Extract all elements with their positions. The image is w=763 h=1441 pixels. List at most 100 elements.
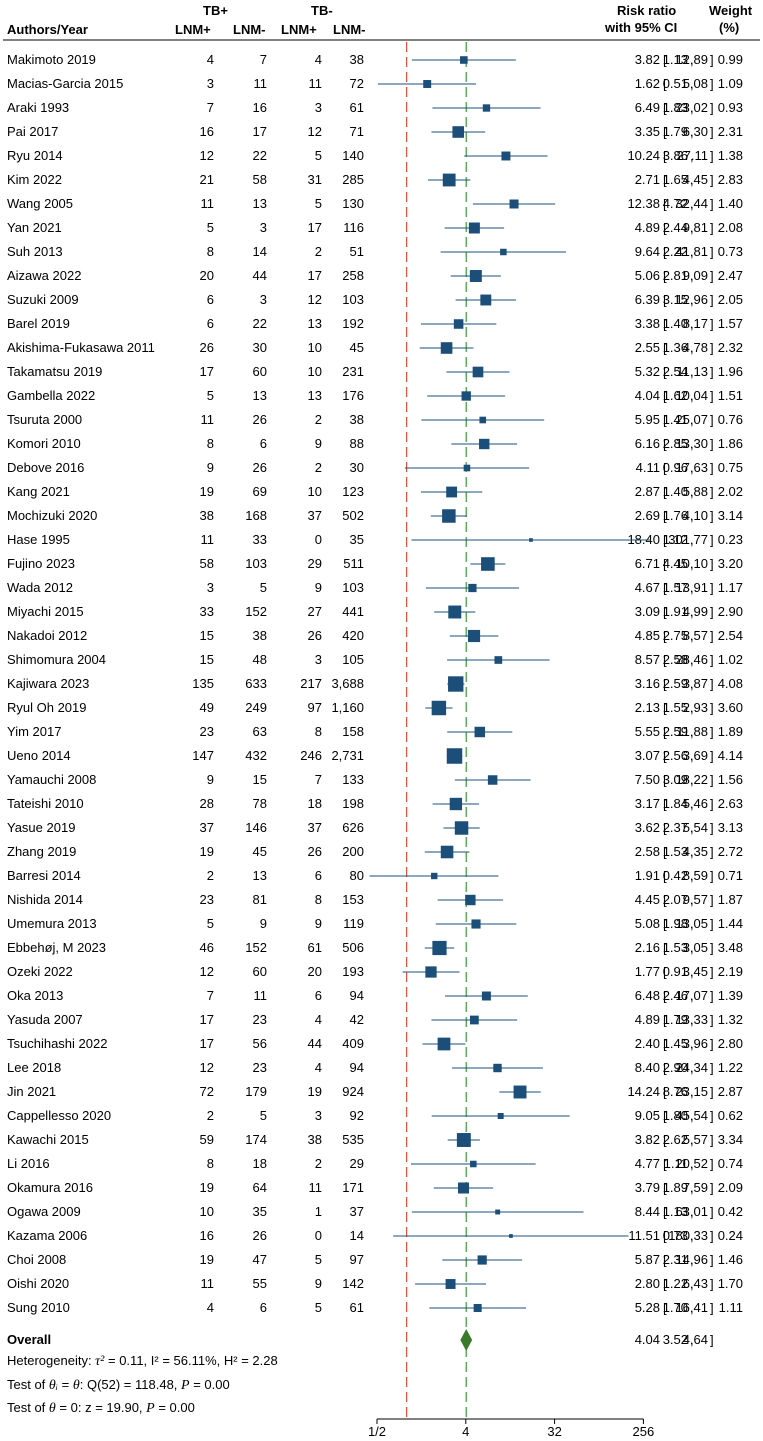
risk-ratio-value: 5.55: [634, 724, 660, 739]
study-row: Choi 2008 19 47 5 97 5.87 2.31 14.96 1.46: [0, 1249, 763, 1271]
study-row: Yamauchi 2008 9 15 7 133 7.50 3.09 18.22 1.56: [0, 769, 763, 791]
weight-value: 2.72: [717, 844, 743, 859]
risk-ratio-value: 2.80: [634, 1276, 660, 1291]
tb-neg-lnm-neg-count: 97: [349, 1252, 364, 1267]
tb-pos-lnm-neg-count: 22: [252, 316, 267, 331]
tb-neg-lnm-pos-count: 20: [307, 964, 322, 979]
ci-close-bracket: ]: [710, 1229, 714, 1244]
ci-upper-value: 13.30: [675, 436, 708, 451]
ci-close-bracket: ]: [710, 173, 714, 188]
study-author: Pai 2017: [7, 124, 59, 139]
ci-open-bracket: [: [663, 389, 667, 404]
ci-lower-value: 1.62: [662, 388, 688, 403]
ci-open-bracket: [: [663, 1085, 667, 1100]
tb-neg-lnm-pos-count: 38: [307, 1132, 322, 1147]
tb-pos-lnm-pos-count: 28: [199, 796, 214, 811]
weight-value: 4.14: [717, 748, 743, 763]
study-author: Ozeki 2022: [7, 964, 73, 979]
tb-neg-lnm-pos-count: 19: [307, 1084, 322, 1099]
tb-neg-lnm-neg-count: 123: [342, 484, 364, 499]
tb-pos-lnm-pos-count: 59: [199, 1132, 214, 1147]
study-row: Komori 2010 8 6 9 88 6.16 2.85 13.30 1.86: [0, 433, 763, 455]
study-row: Nishida 2014 23 81 8 153 4.45 2.07 9.57 1.87: [0, 889, 763, 911]
ci-comma: ,: [690, 629, 694, 644]
ci-open-bracket: [: [663, 629, 667, 644]
tb-neg-lnm-neg-count: 45: [349, 340, 364, 355]
tb-pos-lnm-neg-count: 81: [252, 892, 267, 907]
ci-close-bracket: ]: [710, 557, 714, 572]
study-author: Tsuchihashi 2022: [7, 1036, 108, 1051]
tb-neg-lnm-neg-count: 153: [342, 892, 364, 907]
ci-lower-value: 1.45: [662, 1036, 688, 1051]
ci-close-bracket: ]: [710, 245, 714, 260]
tb-neg-lnm-neg-count: 80: [349, 868, 364, 883]
tb-pos-lnm-pos-count: 7: [206, 988, 214, 1003]
ci-upper-value: 5.88: [682, 484, 708, 499]
tb-pos-lnm-neg-count: 64: [252, 1180, 267, 1195]
ci-close-bracket: ]: [710, 893, 714, 908]
tb-neg-lnm-neg-count: 1,160: [331, 700, 364, 715]
study-row: Barresi 2014 2 13 6 80 1.91 0.42 8.59 0.71: [0, 865, 763, 887]
tb-neg-lnm-pos-count: 2: [314, 244, 322, 259]
tb-pos-lnm-neg-count: 179: [245, 1084, 267, 1099]
risk-ratio-value: 5.08: [634, 916, 660, 931]
study-row: Kazama 2006 16 26 0 14 11.51 0.73 180.33 0.24: [0, 1225, 763, 1247]
tb-pos-lnm-pos-count: 5: [206, 388, 214, 403]
ci-lower-value: 3.86: [662, 148, 688, 163]
overall-row: Overall 4.04 3.52 4.64: [0, 1329, 763, 1351]
tb-neg-lnm-neg-count: 38: [349, 412, 364, 427]
tb-neg-lnm-neg-count: 92: [349, 1108, 364, 1123]
tb-pos-lnm-pos-count: 16: [199, 124, 214, 139]
study-marker: [493, 1063, 502, 1073]
study-marker: [454, 821, 469, 835]
tb-pos-lnm-neg-count: 22: [252, 148, 267, 163]
study-marker: [463, 464, 471, 472]
ci-comma: ,: [690, 1085, 694, 1100]
weight-value: 3.13: [717, 820, 743, 835]
study-row: Aizawa 2022 20 44 17 258 5.06 2.81 9.09 2.47: [0, 265, 763, 287]
tb-neg-lnm-pos-count: 10: [307, 340, 322, 355]
tb-pos-lnm-pos-count: 5: [206, 916, 214, 931]
ci-open-bracket: [: [663, 749, 667, 764]
study-author: Cappellesso 2020: [7, 1108, 112, 1123]
ci-open-bracket: [: [663, 173, 667, 188]
ci-close-bracket: ]: [710, 1157, 714, 1172]
tb-pos-lnm-neg-count: 47: [252, 1252, 267, 1267]
tb-pos-lnm-neg-count: 13: [252, 196, 267, 211]
ci-close-bracket: ]: [710, 581, 714, 596]
ci-open-bracket: [: [663, 221, 667, 236]
tb-neg-lnm-pos-count: 5: [314, 1300, 322, 1315]
tb-neg-lnm-neg-count: 158: [342, 724, 364, 739]
tb-pos-lnm-pos-count: 20: [199, 268, 214, 283]
study-marker: [497, 1113, 504, 1119]
study-author: Yim 2017: [7, 724, 62, 739]
ci-upper-value: 8.17: [682, 316, 708, 331]
study-author: Miyachi 2015: [7, 604, 84, 619]
study-row: Araki 1993 7 16 3 61 6.49 1.83 23.02 0.93: [0, 97, 763, 119]
ci-open-bracket: [: [663, 413, 667, 428]
ci-open-bracket: [: [663, 1205, 667, 1220]
tb-neg-lnm-pos-count: 37: [307, 508, 322, 523]
ci-close-bracket: ]: [710, 1013, 714, 1028]
study-row: Ogawa 2009 10 35 1 37 8.44 1.13 63.01 0.42: [0, 1201, 763, 1223]
tb-pos-lnm-neg-count: 3: [259, 292, 267, 307]
ci-upper-value: 9.57: [682, 892, 708, 907]
ci-close-bracket: ]: [710, 701, 714, 716]
header-risk-ratio: Risk ratio: [617, 3, 677, 18]
ci-open-bracket: [: [663, 581, 667, 596]
study-author: Gambella 2022: [7, 388, 96, 403]
ci-comma: ,: [690, 917, 694, 932]
study-row: Yim 2017 23 63 8 158 5.55 2.59 11.88 1.89: [0, 721, 763, 743]
study-marker: [461, 391, 471, 401]
study-row: Barel 2019 6 22 13 192 3.38 1.40 8.17 1.57: [0, 313, 763, 335]
study-marker: [440, 342, 453, 354]
tb-pos-lnm-neg-count: 60: [252, 964, 267, 979]
tb-neg-lnm-neg-count: 105: [342, 652, 364, 667]
ci-upper-value: 6.30: [682, 124, 708, 139]
study-row: Akishima-Fukasawa 2011 26 30 10 45 2.55 1.36 4.…: [0, 337, 763, 359]
overall-ci-lower: 3.52: [662, 1332, 688, 1347]
weight-value: 2.80: [717, 1036, 743, 1051]
ci-comma: ,: [690, 821, 694, 836]
ci-upper-value: 32.44: [675, 196, 708, 211]
study-marker: [440, 845, 454, 859]
